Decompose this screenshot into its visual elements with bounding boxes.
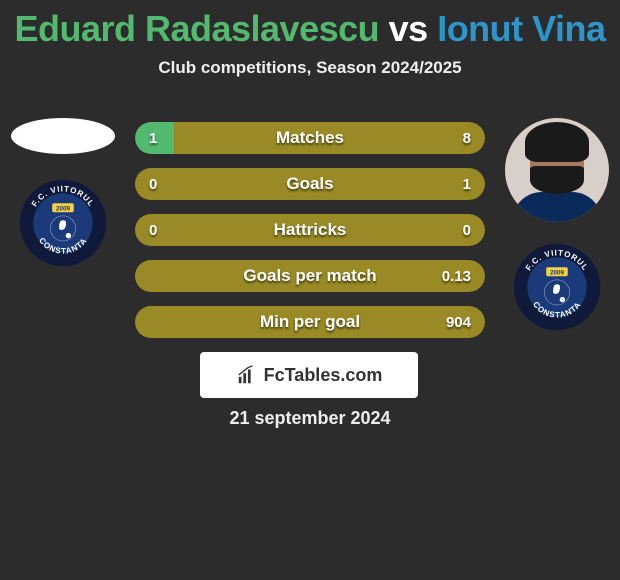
subtitle: Club competitions, Season 2024/2025 (0, 58, 620, 78)
stat-value-right: 904 (446, 314, 471, 331)
stat-row: 0Goals1 (135, 168, 485, 200)
player1-club-badge: F.C. VIITORULCONSTANTA2009 (18, 178, 108, 268)
watermark-text: FcTables.com (264, 365, 383, 386)
player1-column: F.C. VIITORULCONSTANTA2009 (8, 118, 118, 268)
date-label: 21 september 2024 (0, 408, 620, 429)
chart-icon (236, 364, 258, 386)
stat-label: Goals per match (135, 266, 485, 286)
stat-label: Matches (135, 128, 485, 148)
player2-column: F.C. VIITORULCONSTANTA2009 (502, 118, 612, 332)
stat-row: 1Matches8 (135, 122, 485, 154)
stat-value-right: 8 (463, 130, 471, 147)
watermark: FcTables.com (200, 352, 418, 398)
svg-text:2009: 2009 (550, 269, 565, 276)
player2-club-badge: F.C. VIITORULCONSTANTA2009 (512, 242, 602, 332)
stat-row: Goals per match0.13 (135, 260, 485, 292)
stat-value-right: 0 (463, 222, 471, 239)
stat-row: Min per goal904 (135, 306, 485, 338)
stat-label: Min per goal (135, 312, 485, 332)
player2-photo (505, 118, 609, 222)
svg-text:2009: 2009 (56, 205, 71, 212)
stat-label: Goals (135, 174, 485, 194)
stat-value-right: 1 (463, 176, 471, 193)
stat-value-right: 0.13 (442, 268, 471, 285)
stats-panel: 1Matches80Goals10Hattricks0Goals per mat… (135, 122, 485, 352)
stat-row: 0Hattricks0 (135, 214, 485, 246)
player1-photo-placeholder (11, 118, 115, 154)
comparison-title: Eduard Radaslavescu vs Ionut Vina (0, 0, 620, 50)
vs-text: vs (389, 8, 438, 49)
stat-label: Hattricks (135, 220, 485, 240)
player1-name: Eduard Radaslavescu (14, 8, 379, 49)
player2-name: Ionut Vina (437, 8, 605, 49)
